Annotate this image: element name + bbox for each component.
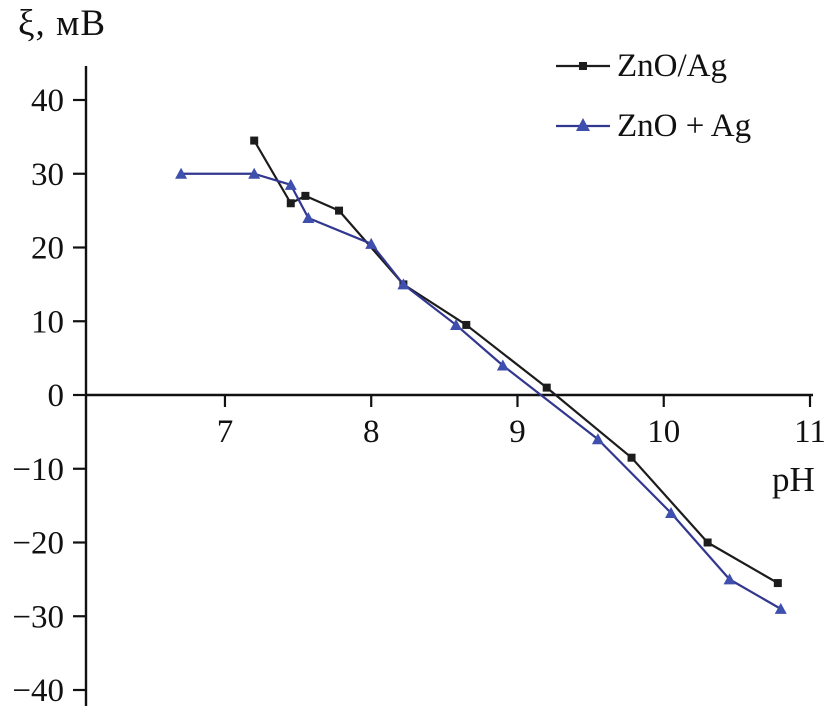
series-1-marker <box>284 178 297 190</box>
series-1-marker <box>723 573 736 585</box>
y-tick-label: 20 <box>31 231 64 267</box>
x-tick-label: 10 <box>647 414 680 450</box>
legend-label: ZnO + Ag <box>617 107 752 144</box>
series-1-marker <box>365 237 378 249</box>
series-1-marker <box>248 167 261 179</box>
x-tick-label: 11 <box>794 414 826 450</box>
series-1-marker <box>591 433 604 445</box>
y-tick-label: −10 <box>12 452 64 488</box>
series-0-marker <box>773 579 782 588</box>
y-tick-label: 10 <box>31 304 64 340</box>
y-tick-label: −30 <box>12 599 64 635</box>
x-axis-label: pH <box>772 460 815 499</box>
y-tick-label: −20 <box>12 526 64 562</box>
legend-marker-square-icon <box>556 62 610 70</box>
x-tick-label: 8 <box>363 414 380 450</box>
series-line-0 <box>253 140 779 585</box>
y-axis-label: ξ, мВ <box>18 3 107 44</box>
series-0-marker <box>627 453 636 462</box>
series-1-marker <box>175 167 188 179</box>
series-0-marker <box>286 199 295 208</box>
series-0-marker <box>301 191 310 200</box>
series-1-marker <box>774 602 787 614</box>
x-tick-label: 7 <box>217 414 234 450</box>
series-0-marker <box>542 383 551 392</box>
series-1-marker <box>665 507 678 518</box>
x-tick-label: 9 <box>509 414 526 450</box>
series-1-marker <box>496 359 509 371</box>
series-1-marker <box>397 278 410 290</box>
legend-label: ZnO/Ag <box>617 47 727 84</box>
y-tick-label: −40 <box>12 673 64 709</box>
legend-item-zno-slash-ag: ZnO/Ag <box>556 46 751 86</box>
legend: ZnO/Ag ZnO + Ag <box>556 46 751 146</box>
series-1-marker <box>450 318 463 330</box>
series-0-marker <box>703 538 712 547</box>
legend-item-zno-plus-ag: ZnO + Ag <box>556 106 751 146</box>
y-tick-label: 30 <box>31 157 64 193</box>
series-0-marker <box>335 206 344 215</box>
legend-marker-triangle-icon <box>556 118 610 131</box>
y-tick-label: 40 <box>31 83 64 119</box>
series-0-marker <box>250 136 259 145</box>
series-line-1 <box>181 172 782 610</box>
y-tick-label: 0 <box>48 378 65 414</box>
series-0-marker <box>462 320 471 329</box>
series-1-marker <box>302 212 315 223</box>
